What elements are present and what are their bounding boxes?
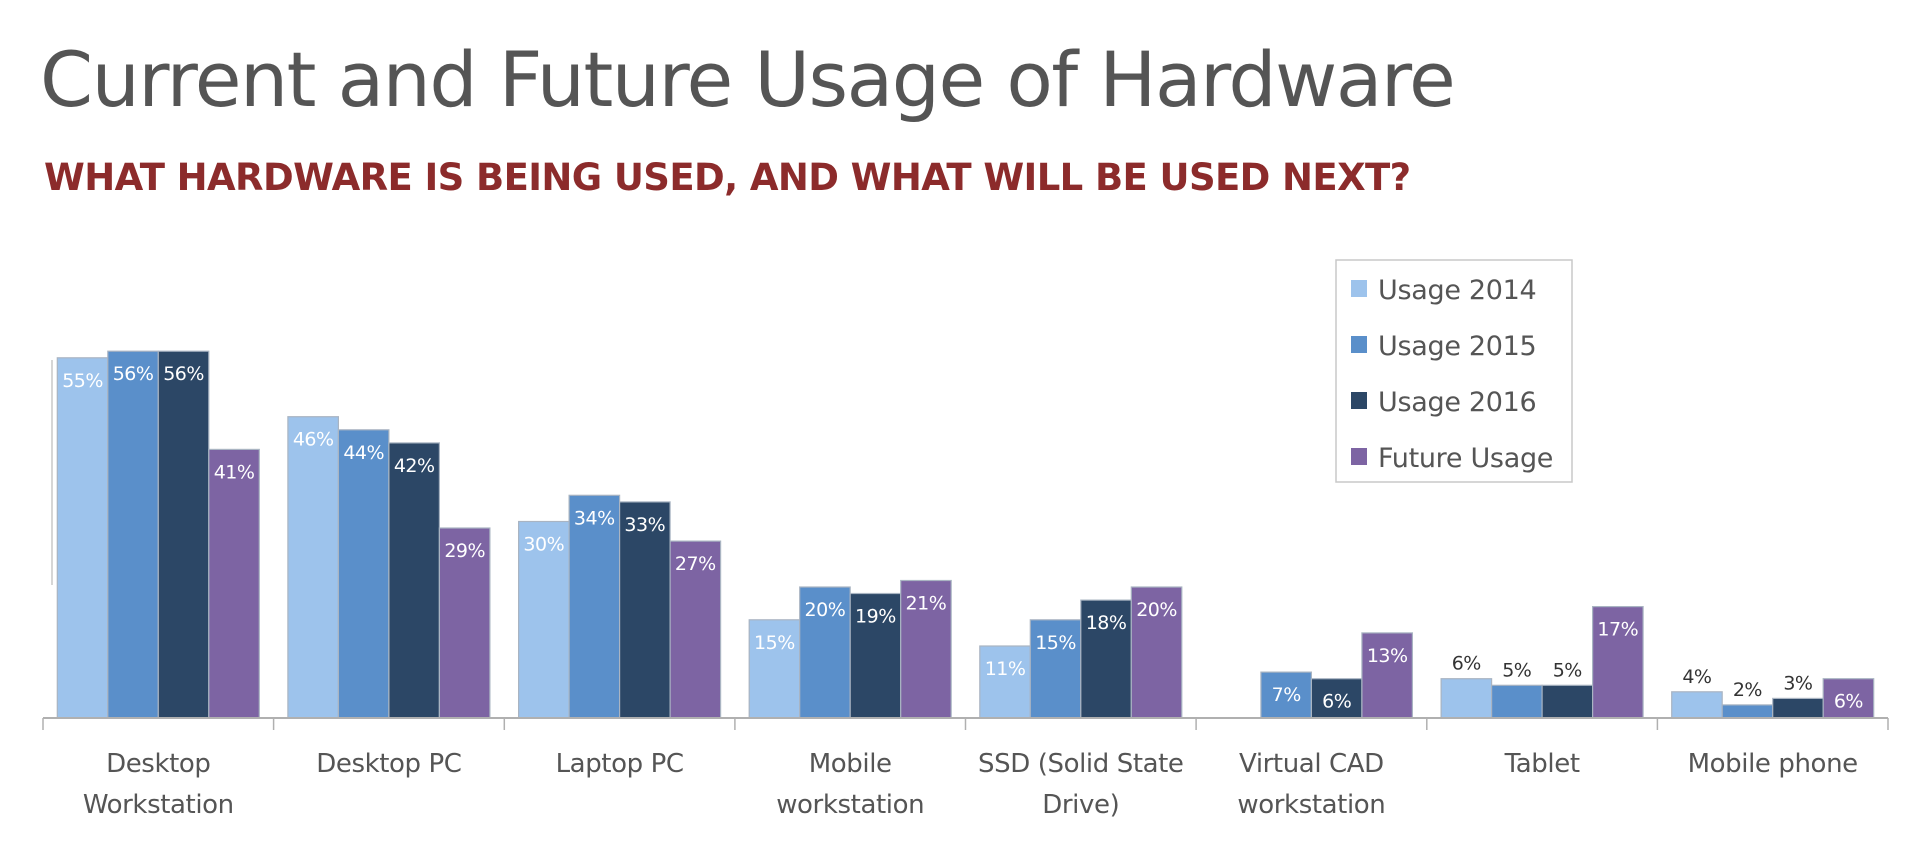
bar-value-label: 41%	[214, 461, 255, 483]
legend-swatch	[1351, 392, 1367, 409]
bar-future-usage-2	[669, 540, 722, 719]
bar-usage-2015-6	[1490, 684, 1543, 719]
bar-value-label: 56%	[163, 363, 204, 385]
legend-label: Future Usage	[1378, 443, 1553, 474]
bar-value-label: 21%	[906, 593, 947, 615]
bar-value-label: 6%	[1322, 691, 1351, 713]
category-label: Mobile workstation	[776, 749, 924, 820]
bar-value-label: 56%	[113, 363, 154, 385]
bar-value-label: 13%	[1367, 645, 1408, 667]
bar-value-label: 34%	[574, 507, 615, 529]
bar-value-label: 55%	[62, 370, 103, 392]
bar-usage-2015-7	[1721, 704, 1774, 719]
bar-usage-2014-4	[979, 645, 1031, 719]
x-axis	[42, 360, 1889, 730]
bar-future-usage-3	[900, 579, 952, 719]
bar-value-label: 3%	[1783, 672, 1812, 694]
bar-value-label: 5%	[1502, 659, 1531, 681]
bar-value-label: 6%	[1452, 653, 1481, 675]
bar-value-label: 18%	[1086, 612, 1127, 634]
bar-value-label: 44%	[343, 442, 384, 464]
bar-value-label: 33%	[624, 514, 665, 536]
bars-layer: 55% 46% 30% 15% 11% 6% 4% 56% 44% 34% 20% 15% 7% 5% 2%…	[56, 350, 1875, 719]
bar-value-label: 11%	[985, 658, 1026, 680]
bar-future-usage-1	[438, 527, 491, 719]
bar-value-label: 19%	[855, 606, 896, 628]
bar-usage-2015-3	[799, 586, 851, 719]
bar-usage-2014-0	[56, 357, 109, 719]
legend-label: Usage 2016	[1378, 387, 1536, 418]
bar-usage-2016-6	[1541, 684, 1594, 719]
bar-value-label: 20%	[1136, 599, 1177, 621]
bar-value-label: 29%	[444, 540, 485, 562]
bar-future-usage-7	[1822, 678, 1875, 719]
bar-value-label: 2%	[1733, 679, 1762, 701]
legend-label: Usage 2015	[1378, 331, 1536, 362]
category-label: Virtual CAD workstation	[1237, 749, 1385, 820]
bar-future-usage-5	[1361, 632, 1414, 719]
legend-box	[1335, 259, 1573, 483]
bar-value-label: 20%	[805, 599, 846, 621]
bar-value-label: 4%	[1682, 666, 1711, 688]
bar-value-label: 42%	[394, 455, 435, 477]
legend-swatch	[1351, 336, 1367, 353]
bar-value-label: 7%	[1272, 684, 1301, 706]
bar-usage-2016-1	[388, 442, 440, 719]
bar-value-label: 46%	[293, 429, 334, 451]
category-label: Laptop PC	[556, 749, 684, 779]
page-title: Current and Future Usage of Hardware	[40, 35, 1456, 124]
page-subtitle: WHAT HARDWARE IS BEING USED, AND WHAT WI…	[44, 156, 1411, 199]
category-labels: Desktop Workstation Desktop PC Laptop PC Mob…	[83, 749, 1858, 820]
bar-future-usage-4	[1130, 586, 1183, 719]
category-label: Desktop PC	[316, 749, 461, 779]
bar-future-usage-0	[208, 448, 260, 719]
bar-usage-2016-0	[157, 350, 210, 719]
bar-usage-2016-3	[849, 592, 902, 719]
category-label: SSD (Solid State Drive)	[978, 749, 1184, 820]
bar-usage-2016-2	[618, 501, 671, 719]
bar-value-label: 30%	[523, 534, 564, 556]
bar-value-label: 17%	[1597, 619, 1638, 641]
bar-usage-2015-0	[107, 350, 159, 719]
bar-usage-2015-5	[1260, 671, 1313, 719]
legend-label: Usage 2014	[1378, 275, 1536, 306]
legend-swatch	[1351, 448, 1367, 465]
category-label: Tablet	[1504, 749, 1580, 779]
bar-value-label: 5%	[1553, 659, 1582, 681]
bar-usage-2014-6	[1440, 678, 1493, 719]
bar-usage-2014-7	[1671, 691, 1723, 719]
bar-usage-2016-7	[1772, 697, 1824, 719]
legend-items: Usage 2014 Usage 2015 Usage 2016 Future Usa…	[1351, 275, 1553, 474]
bar-usage-2015-1	[337, 429, 390, 719]
bar-value-label: 27%	[675, 553, 716, 575]
bar-future-usage-6	[1591, 605, 1644, 719]
legend: Usage 2014 Usage 2015 Usage 2016 Future Usa…	[1335, 259, 1573, 483]
category-label: Mobile phone	[1688, 749, 1858, 779]
bar-value-label: 15%	[754, 632, 795, 654]
bar-value-label: 6%	[1834, 691, 1863, 713]
bar-usage-2014-1	[287, 416, 339, 719]
bar-usage-2016-5	[1310, 678, 1363, 719]
legend-swatch	[1351, 280, 1367, 297]
bar-value-label: 15%	[1035, 632, 1076, 654]
bar-usage-2015-4	[1029, 619, 1082, 719]
category-label: Desktop Workstation	[83, 749, 234, 820]
